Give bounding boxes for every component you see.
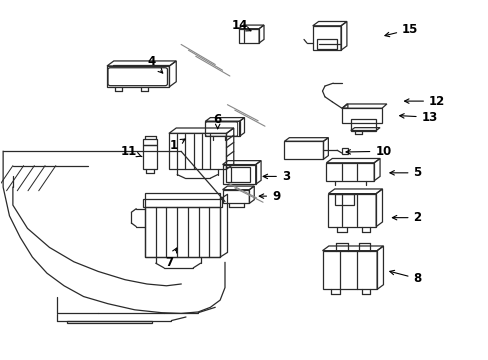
Bar — [107, 66, 169, 87]
Bar — [144, 193, 220, 257]
Bar — [144, 207, 220, 257]
Bar — [225, 167, 250, 182]
Text: 12: 12 — [404, 95, 444, 108]
Text: 11: 11 — [120, 145, 142, 158]
Text: 2: 2 — [391, 211, 421, 224]
Text: 14: 14 — [231, 19, 250, 32]
Text: 9: 9 — [259, 190, 280, 203]
Text: 3: 3 — [263, 170, 289, 183]
Bar — [350, 119, 375, 131]
Bar — [238, 29, 259, 43]
Bar — [205, 121, 239, 136]
Bar — [168, 134, 226, 169]
Bar — [222, 165, 255, 184]
Text: 7: 7 — [164, 248, 176, 269]
Text: 10: 10 — [346, 145, 391, 158]
Bar — [316, 39, 336, 49]
Text: 15: 15 — [384, 23, 418, 37]
Text: 6: 6 — [213, 113, 222, 129]
Text: 8: 8 — [389, 270, 421, 285]
Bar — [322, 251, 376, 289]
Bar — [326, 163, 373, 181]
Bar — [143, 199, 222, 207]
Bar — [284, 141, 323, 159]
Bar — [341, 108, 381, 123]
Text: 1: 1 — [169, 139, 184, 152]
Text: 5: 5 — [389, 166, 421, 179]
Bar — [143, 145, 157, 169]
Bar — [341, 148, 347, 154]
Bar — [222, 190, 249, 203]
Text: 13: 13 — [399, 111, 437, 124]
Text: 4: 4 — [147, 55, 163, 73]
Bar — [334, 194, 353, 205]
Bar — [312, 26, 340, 50]
Bar — [328, 194, 375, 226]
